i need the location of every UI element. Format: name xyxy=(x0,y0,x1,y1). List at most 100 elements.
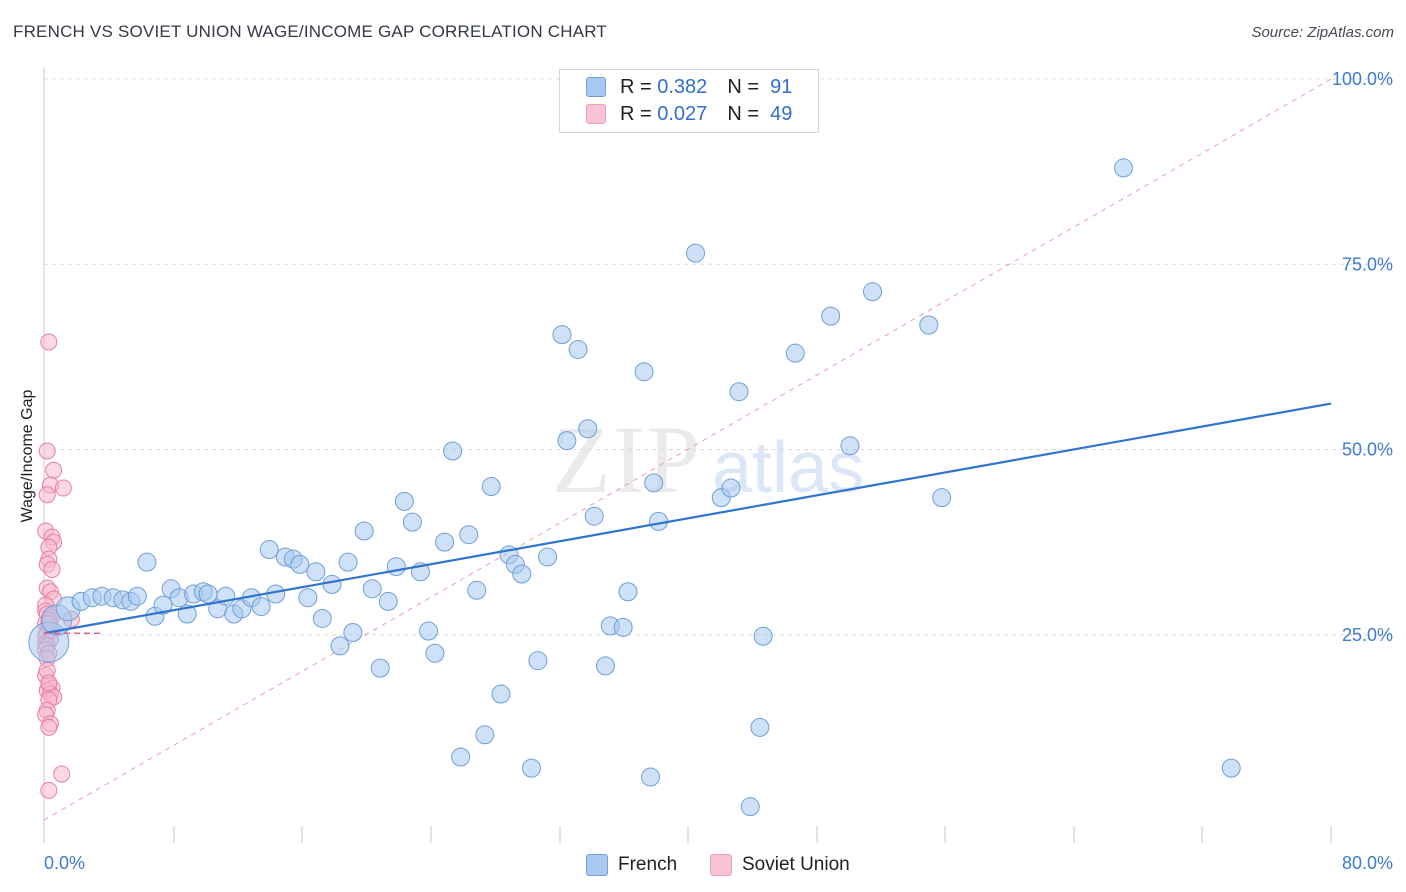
legend-n-value: 49 xyxy=(770,102,793,125)
bottom-legend-label-soviet: Soviet Union xyxy=(742,854,850,875)
french-point xyxy=(740,797,760,817)
soviet-point xyxy=(40,333,58,351)
legend-r-label: R = xyxy=(620,75,652,98)
french-point xyxy=(394,491,414,511)
soviet-point xyxy=(40,674,58,692)
x-tick-label: 80.0% xyxy=(1342,853,1393,873)
french-point xyxy=(640,767,660,787)
y-tick-label: 75.0% xyxy=(1342,254,1393,274)
french-point xyxy=(251,597,271,617)
french-point xyxy=(753,626,773,646)
french-point xyxy=(595,656,615,676)
soviet-point xyxy=(45,461,63,479)
french-point xyxy=(137,552,157,572)
french-point xyxy=(259,540,279,560)
french-point xyxy=(354,521,374,541)
french-point xyxy=(578,419,598,439)
french-point xyxy=(475,725,495,745)
french-point xyxy=(378,591,398,611)
legend-r-label: R = xyxy=(620,102,652,125)
soviet-point xyxy=(54,479,72,497)
trend-lines xyxy=(43,402,1332,635)
watermark: ZIP atlas xyxy=(552,406,864,513)
tick-labels: 25.0% 50.0% 75.0% 100.0% 0.0% 80.0% xyxy=(44,69,1393,873)
y-tick-label: 100.0% xyxy=(1332,69,1393,89)
french-point xyxy=(538,547,558,567)
soviet-point xyxy=(53,765,71,783)
legend-n-value: 91 xyxy=(770,75,793,98)
french-point xyxy=(153,595,173,615)
french-point xyxy=(552,325,572,345)
diagonal-line xyxy=(43,78,1332,821)
legend-row-soviet: R = 0.027 N = 49 xyxy=(586,101,792,127)
french-point xyxy=(491,684,511,704)
soviet-point xyxy=(38,442,56,460)
french-point xyxy=(584,506,604,526)
soviet-point xyxy=(40,781,58,799)
legend-swatch-french xyxy=(586,77,606,97)
french-point xyxy=(729,382,749,402)
french-point xyxy=(568,339,588,359)
diagonal-reference xyxy=(43,78,1332,821)
french-point xyxy=(312,608,332,628)
french-point xyxy=(686,243,706,263)
french-point xyxy=(330,636,350,656)
french-point xyxy=(750,717,770,737)
french-point xyxy=(343,623,363,643)
french-point xyxy=(481,477,501,497)
french-point xyxy=(721,478,741,498)
legend-row-french: R = 0.382 N = 91 xyxy=(586,74,792,100)
french-point xyxy=(521,758,541,778)
soviet-point xyxy=(40,718,58,736)
french-point xyxy=(634,362,654,382)
french-point xyxy=(644,473,664,493)
french-point xyxy=(459,525,479,545)
french-point xyxy=(322,574,342,594)
french-point xyxy=(298,588,318,608)
legend-swatch-soviet xyxy=(586,104,606,124)
soviet-point xyxy=(43,561,61,579)
french-point xyxy=(932,488,952,508)
bottom-legend-french: French xyxy=(586,853,677,877)
french-point xyxy=(386,557,406,577)
french-point xyxy=(418,621,438,641)
french-point xyxy=(618,582,638,602)
french-point xyxy=(435,532,455,552)
bottom-legend-swatch-french xyxy=(586,854,608,876)
french-point xyxy=(451,747,471,767)
french-point xyxy=(306,562,326,582)
y-tick-label: 50.0% xyxy=(1342,440,1393,460)
x-tick-label: 0.0% xyxy=(44,853,85,873)
bottom-legend-label-french: French xyxy=(618,854,678,875)
watermark-zip: ZIP xyxy=(552,406,702,513)
legend-n-label: N = xyxy=(727,75,759,98)
legend-r-value: 0.382 xyxy=(657,75,708,98)
french-point xyxy=(338,552,358,572)
french-point xyxy=(840,436,860,456)
legend-r-value: 0.027 xyxy=(657,102,708,125)
bottom-legend-soviet: Soviet Union xyxy=(710,853,850,877)
source-label: Source: ZipAtlas.com xyxy=(1251,24,1394,41)
french-point xyxy=(127,586,147,606)
gridlines xyxy=(44,78,1395,636)
y-tick-label: 25.0% xyxy=(1342,625,1393,645)
french-point xyxy=(370,658,390,678)
french-point xyxy=(512,564,532,584)
chart-title: FRENCH VS SOVIET UNION WAGE/INCOME GAP C… xyxy=(13,22,607,41)
french-point xyxy=(613,617,633,637)
french-point xyxy=(290,554,310,574)
french-point xyxy=(443,441,463,461)
soviet-point xyxy=(38,486,56,504)
french-trend-line xyxy=(43,402,1332,635)
french-point xyxy=(1113,158,1133,178)
french-point xyxy=(863,282,883,302)
french-series xyxy=(28,158,1241,817)
stats-legend: R = 0.382 N = 91 R = 0.027 N = 49 xyxy=(559,69,819,133)
french-point xyxy=(821,306,841,326)
french-point xyxy=(785,343,805,363)
french-point xyxy=(1221,758,1241,778)
french-point xyxy=(557,431,577,451)
french-point xyxy=(362,579,382,599)
french-point xyxy=(528,651,548,671)
legend-n-label: N = xyxy=(727,102,759,125)
